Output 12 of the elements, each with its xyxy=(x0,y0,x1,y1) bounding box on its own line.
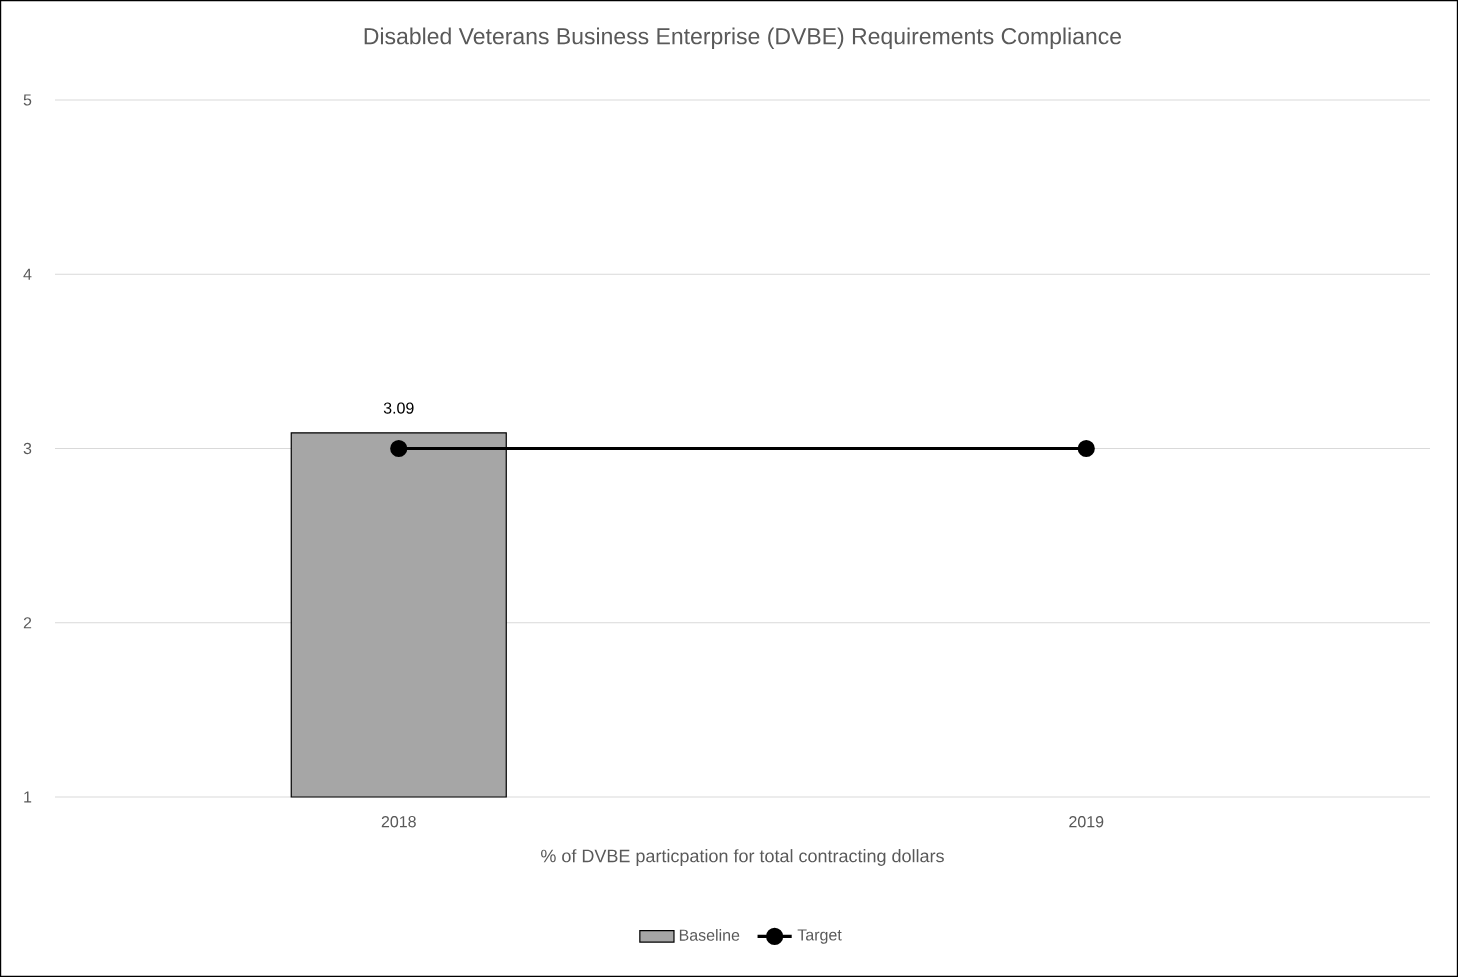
y-tick-label: 3 xyxy=(23,442,32,455)
y-tick-label: 4 xyxy=(23,268,32,280)
legend-label: Baseline xyxy=(679,929,740,941)
x-tick-label: 2019 xyxy=(1069,816,1104,828)
y-tick-label: 1 xyxy=(24,791,32,803)
x-tick-label: 2018 xyxy=(381,816,416,828)
legend-label: Target xyxy=(797,929,842,944)
x-axis-title: % of DVBE particpation for total contracting dollars xyxy=(541,849,944,866)
data-label: 3.09 xyxy=(383,402,414,414)
y-tick-label: 5 xyxy=(23,94,32,106)
y-tick-label: 2 xyxy=(23,617,32,629)
chart-title: Disabled Veterans Business Enterprise (DVBE) Requirements Compliance xyxy=(364,27,1121,49)
